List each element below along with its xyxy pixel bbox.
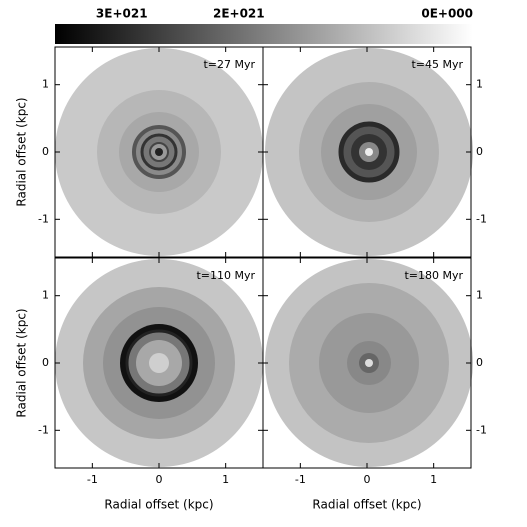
disc-image — [55, 48, 263, 256]
y-axis-label: Radial offset (kpc) — [15, 97, 29, 206]
y-axis-label: Radial offset (kpc) — [15, 308, 29, 417]
y-tick-label: 0 — [42, 145, 49, 158]
colorbar-tick-label: 0E+000 — [421, 7, 473, 21]
disc-image — [55, 259, 263, 467]
colorbar — [55, 24, 473, 44]
panel-label: t=110 Myr — [196, 269, 255, 282]
disc-image — [265, 259, 473, 467]
x-tick-label: 0 — [364, 473, 371, 486]
y-tick-label: 1 — [476, 78, 483, 91]
y-tick-label: 0 — [476, 356, 483, 369]
x-axis-label: Radial offset (kpc) — [312, 498, 421, 512]
y-tick-label: 0 — [42, 356, 49, 369]
x-tick-label: -1 — [295, 473, 306, 486]
panel-label: t=27 Myr — [203, 58, 255, 71]
x-tick-label: 1 — [430, 473, 437, 486]
y-tick-label: -1 — [38, 212, 49, 225]
colorbar-tick-label: 3E+021 — [96, 7, 148, 21]
y-tick-label: 1 — [476, 289, 483, 302]
disc-image — [265, 48, 473, 256]
y-tick-label: -1 — [38, 423, 49, 436]
y-tick-label: -1 — [476, 423, 487, 436]
y-tick-label: -1 — [476, 212, 487, 225]
y-tick-label: 0 — [476, 145, 483, 158]
panel-label: t=45 Myr — [411, 58, 463, 71]
colorbar-tick-label: 2E+021 — [213, 7, 265, 21]
y-tick-label: 1 — [42, 289, 49, 302]
y-tick-label: 1 — [42, 78, 49, 91]
x-tick-label: -1 — [87, 473, 98, 486]
panel-label: t=180 Myr — [404, 269, 463, 282]
x-tick-label: 1 — [222, 473, 229, 486]
x-tick-label: 0 — [156, 473, 163, 486]
x-axis-label: Radial offset (kpc) — [104, 498, 213, 512]
